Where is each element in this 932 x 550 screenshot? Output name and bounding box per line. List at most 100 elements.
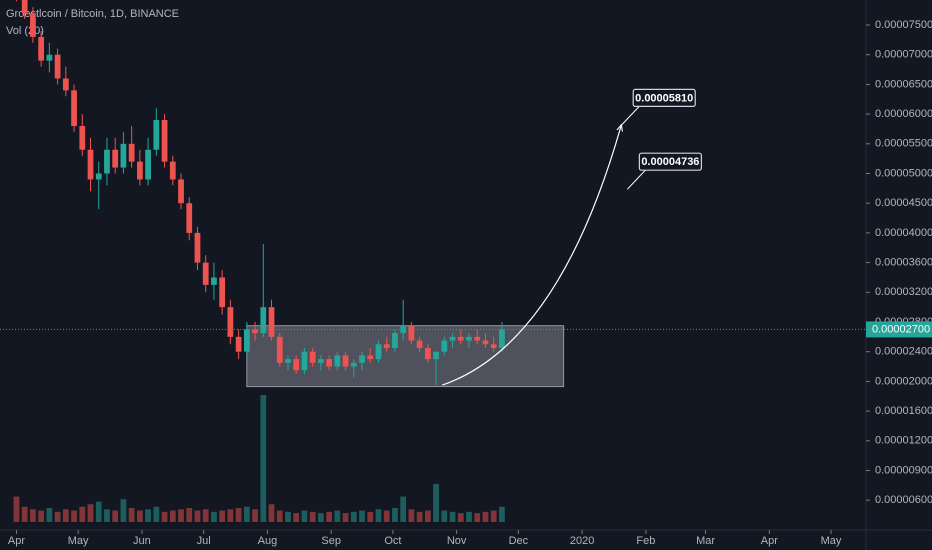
range-box: [246, 325, 565, 388]
volume-bar: [120, 499, 127, 522]
candle-body: [219, 277, 226, 308]
volume-bar: [194, 510, 201, 522]
y-tick-label: 0.00004000: [875, 227, 932, 239]
x-tick-label: Mar: [696, 535, 715, 547]
y-tick-label: 0.00007000: [875, 49, 932, 61]
candle-body: [359, 355, 365, 363]
candle-body: [490, 344, 497, 348]
candle-body: [433, 351, 439, 360]
y-tick-label: 0.00007500: [875, 19, 932, 31]
x-tick-label: Jul: [197, 535, 211, 547]
candle-body: [342, 355, 349, 367]
volume-bar: [309, 511, 316, 522]
x-tick-label: Nov: [447, 535, 467, 547]
annotation-box: [632, 88, 696, 107]
y-tick-label: 0.00006500: [875, 78, 932, 90]
candle-body: [30, 13, 36, 37]
volume-bar: [95, 501, 102, 522]
annotation-pointer: [627, 169, 646, 190]
candle-body: [334, 355, 341, 367]
candle-body: [392, 333, 398, 348]
y-tick-label: 0.00001600: [875, 405, 932, 417]
volume-bar: [136, 510, 143, 522]
volume-bar: [186, 508, 193, 522]
x-tick-label: 2020: [570, 535, 594, 547]
candle-body: [243, 329, 250, 352]
volume-bar: [178, 509, 184, 522]
y-tick-label: 0.00005500: [875, 138, 932, 150]
candle-body: [120, 143, 127, 168]
y-tick-label: 0.00001200: [875, 435, 932, 447]
candle-body: [21, 0, 28, 14]
volume-bar: [383, 510, 390, 522]
candle-body: [474, 336, 481, 341]
annotation-box: [638, 152, 702, 171]
volume-bar: [243, 506, 250, 522]
x-tick-label: Apr: [761, 535, 778, 547]
volume-bar: [252, 509, 258, 522]
candle-body: [211, 277, 217, 285]
candle-body: [104, 149, 110, 174]
candle-body: [46, 54, 53, 61]
candle-body: [252, 329, 258, 334]
x-tick-label: Aug: [258, 535, 278, 547]
candle-body: [161, 120, 168, 162]
candle-body: [87, 149, 94, 180]
y-tick-label: 0.00000600: [875, 494, 932, 506]
volume-bar: [482, 511, 489, 522]
candle-body: [400, 325, 407, 334]
volume-bar: [276, 510, 283, 522]
x-tick-label: Dec: [509, 535, 529, 547]
volume-bar: [87, 504, 94, 522]
candle-body: [145, 149, 151, 180]
volume-bar: [293, 513, 300, 522]
y-tick-label: 0.00000900: [875, 464, 932, 476]
candle-body: [227, 307, 234, 337]
volume-bar: [71, 510, 77, 522]
x-tick-label: Apr: [8, 535, 25, 547]
y-tick-label: 0.00003600: [875, 257, 932, 269]
candle-body: [136, 161, 143, 180]
candle-body: [62, 78, 69, 91]
volume-bar: [54, 511, 61, 522]
volume-bar: [268, 504, 275, 522]
volume-bar: [13, 496, 20, 522]
volume-bar: [285, 511, 291, 522]
volume-bar: [359, 510, 365, 522]
candle-body: [235, 336, 242, 352]
volume-bar: [62, 509, 69, 522]
volume-bar: [334, 510, 341, 522]
y-tick-label: 0.00006000: [875, 108, 932, 120]
plot-area: [13, 0, 565, 522]
volume-bar: [21, 506, 28, 522]
candle-body: [153, 120, 160, 150]
candle-body: [260, 307, 267, 334]
volume-bar: [318, 513, 324, 522]
candle-body: [441, 340, 448, 352]
volume-bar: [490, 510, 497, 522]
volume-bar: [153, 506, 160, 522]
volume-bar: [400, 496, 407, 522]
candle-body: [350, 362, 357, 367]
volume-bar: [30, 509, 36, 522]
volume-bar: [342, 513, 349, 522]
candle-body: [449, 336, 456, 341]
volume-bar: [145, 509, 151, 522]
candle-body: [293, 359, 300, 371]
candle-body: [416, 340, 423, 348]
y-tick-label: 0.00002000: [875, 375, 932, 387]
volume-bar: [433, 483, 439, 522]
x-tick-label: Oct: [384, 535, 401, 547]
volume-bar: [441, 510, 448, 522]
candle-body: [285, 359, 291, 363]
y-tick-label: 0.00003200: [875, 286, 932, 298]
candle-body: [318, 359, 324, 363]
candle-body: [424, 347, 431, 360]
x-tick-label: May: [68, 535, 89, 547]
candle-body: [128, 143, 135, 162]
x-tick-label: Feb: [636, 535, 655, 547]
volume-bar: [161, 511, 168, 522]
volume-bar: [392, 508, 398, 522]
last-price-label: 0.00002700: [872, 323, 930, 335]
annotation-label: 0.00004736: [641, 156, 699, 168]
